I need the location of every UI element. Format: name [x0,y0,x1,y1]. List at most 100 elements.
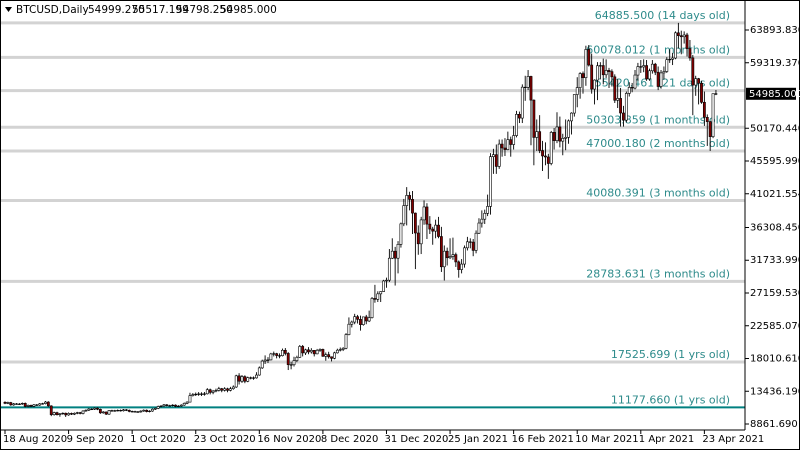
candle-body [156,406,160,409]
x-tick-label: 23 Oct 2020 [194,434,256,445]
candle-body [124,409,128,411]
candle-body [44,401,47,404]
candle-body [223,388,227,391]
candle-body [116,410,120,412]
candle-body [281,349,284,357]
candle-body [110,410,114,412]
candle-body [321,349,325,357]
candle-body [590,64,594,90]
candle-body [604,70,608,76]
candle-body [231,386,235,390]
candle-body [18,403,21,405]
candle-body [405,195,409,206]
candle-body [413,212,417,234]
candle-body [263,359,267,362]
candle-body [546,156,550,164]
candle-body [185,401,189,404]
candle-body [330,356,333,359]
candle-body [408,195,412,200]
candle-body [67,413,70,416]
candle-body [705,117,709,122]
candle-body [171,404,175,407]
candle-body [396,244,400,259]
candle-body [607,70,611,72]
candle-body [492,154,495,157]
candle-body [188,395,192,403]
candle-body [457,261,461,270]
candle-body [104,411,108,415]
candle-body [283,349,287,354]
candle-body [437,224,440,237]
candle-body [87,408,91,411]
candle-body [182,403,186,406]
candle-body [645,65,648,80]
candle-body [613,76,617,101]
candle-body [494,154,498,167]
candle-body [78,412,82,414]
candle-body [90,408,94,410]
candle-body [240,376,244,382]
candle-body [642,65,646,68]
candle-body [214,390,218,392]
candle-body [564,137,568,139]
candle-body [630,87,634,89]
candle-body [463,247,466,265]
candle-body [668,59,672,61]
candle-body [688,48,692,59]
candle-body [659,72,663,87]
candle-body [347,323,351,335]
x-tick-label: 16 Nov 2020 [257,434,321,445]
candle-body [619,98,622,114]
candle-body [636,66,640,76]
candle-body [150,408,154,412]
candle-body [269,353,273,361]
axes: 8861.690 13436.190 18010.610 22585.070 27159… [3,25,800,445]
x-tick-label: 25 Jan 2021 [448,434,508,445]
candle-body [697,78,701,84]
candle-body [385,279,388,282]
candle-body [624,93,628,121]
candle-body [411,198,414,214]
candle-body [252,377,255,379]
candle-body [119,410,123,412]
candle-body [70,413,73,415]
candle-body [208,389,212,393]
candle-body [480,218,484,224]
candle-body [650,63,654,72]
candle-body [9,402,13,406]
candle-body [393,250,397,259]
candle-body [509,139,513,145]
candle-body [257,367,261,376]
candle-body [29,405,33,407]
candle-body [419,219,423,245]
candle-body [20,403,24,405]
candle-body [3,401,7,404]
candle-body [318,349,322,351]
candle-body [130,411,134,413]
candle-body [570,112,573,122]
candle-body [520,86,524,119]
candle-body [584,49,588,79]
candle-body [58,413,62,415]
candle-body [272,353,276,355]
y-tick-label: 31733.990 [750,255,800,266]
candle-body [367,317,371,322]
candle-body [133,411,137,413]
candle-body [55,412,59,415]
candle-body [465,241,469,249]
candle-body [324,354,328,357]
menu-triangle [5,7,12,12]
candle-body [578,73,582,88]
candle-body [489,156,492,207]
y-tick-label: 63893.830 [750,25,800,36]
candle-body [81,410,85,414]
candle-body [237,375,241,382]
candle-body [113,410,117,412]
x-tick-label: 31 Dec 2020 [384,434,448,445]
candle-body [32,404,36,407]
candle-body [292,360,296,366]
candle-body [561,138,565,142]
candle-body [52,412,56,415]
x-tick-label: 16 Feb 2021 [512,434,574,445]
candle-body [101,411,105,414]
